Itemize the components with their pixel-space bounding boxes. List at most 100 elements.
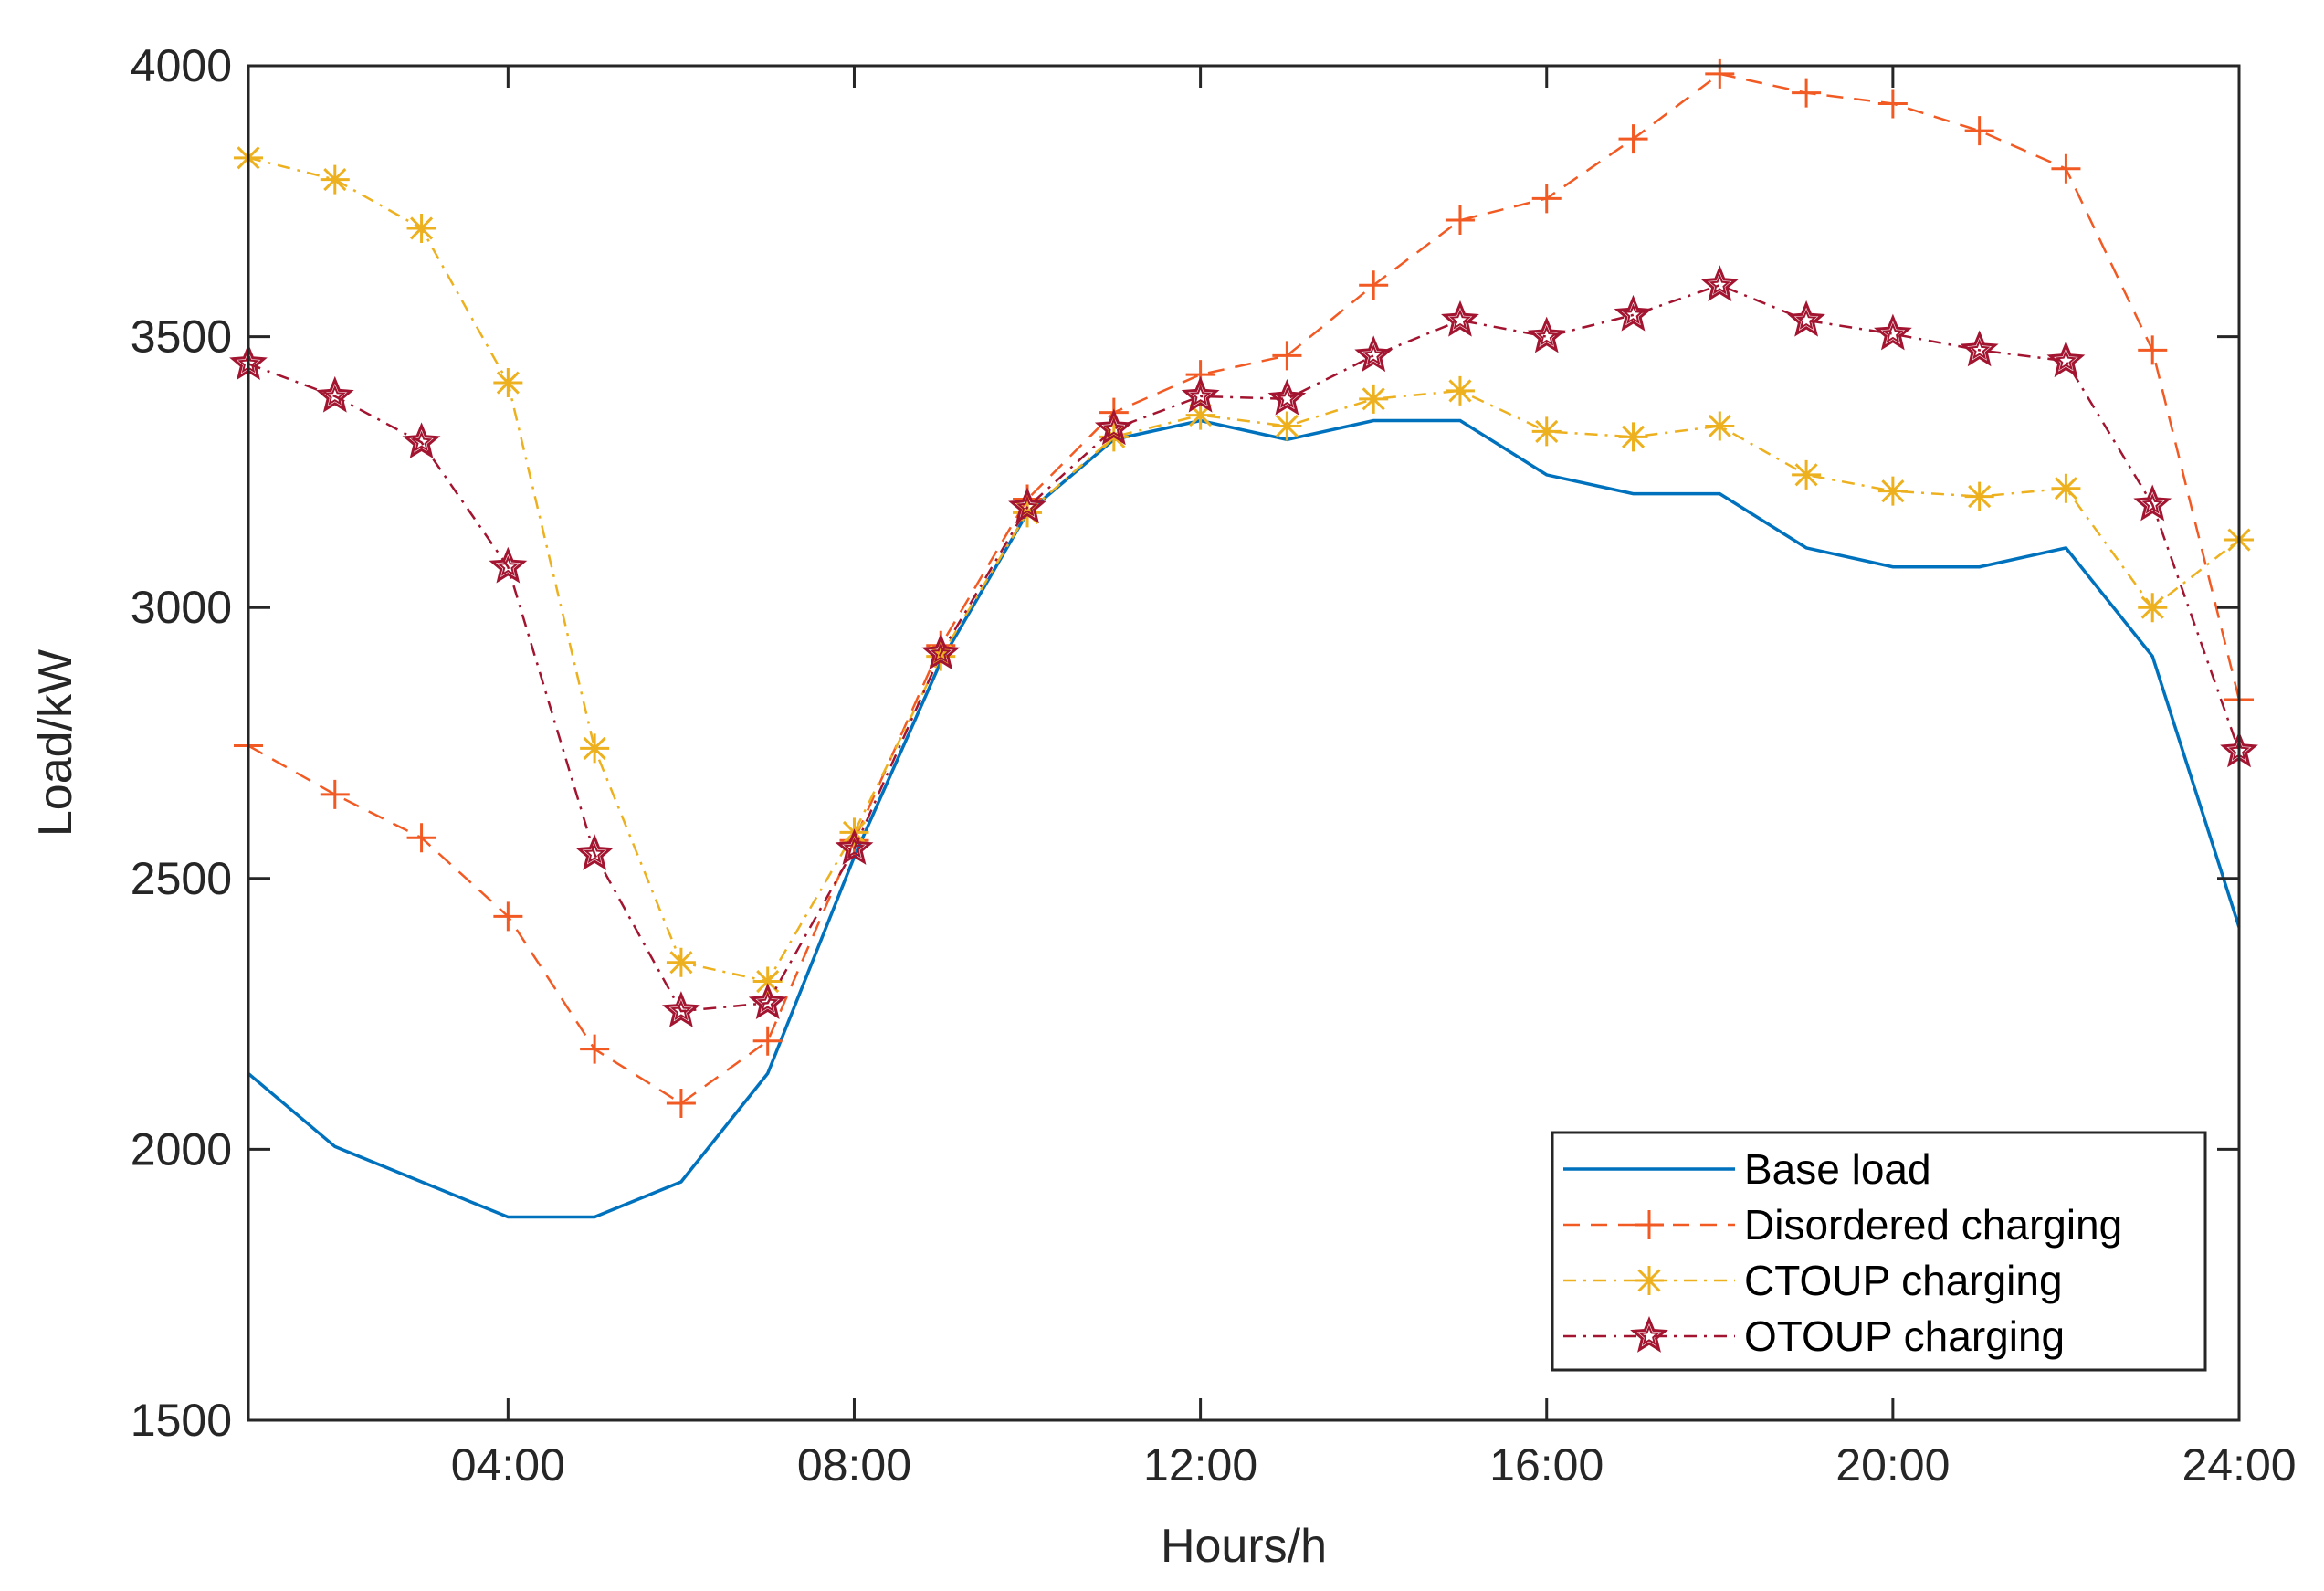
star-marker-inner [843,837,866,859]
x-tick-label: 08:00 [797,1439,911,1491]
data-point-marker [1185,360,1215,390]
data-point-marker [752,1026,783,1056]
star-marker-outer [315,375,354,413]
star-marker-outer [1614,294,1653,332]
data-point-marker [2133,484,2172,522]
data-point-marker [1792,78,1822,108]
x-tick-label: 20:00 [1835,1439,1950,1491]
data-point-marker [1272,341,1302,371]
x-tick-label: 12:00 [1143,1439,1257,1491]
plot-area-frame [247,64,2241,1422]
legend-marker [1635,1210,1664,1239]
y-tick-label: 3000 [131,582,232,633]
data-point-marker [2046,341,2086,378]
legend-label: CTOUP charging [1744,1257,2063,1304]
data-point-marker [315,375,354,413]
data-point-marker [1792,459,1822,490]
y-tick-label: 1500 [131,1395,232,1446]
series-layer [229,58,2258,1219]
star-marker-inner [1968,338,1991,360]
data-point-marker [1964,481,1994,511]
data-point-marker [1531,416,1562,447]
data-point-marker [580,1034,610,1064]
data-point-marker [1185,400,1215,430]
data-point-marker [1267,378,1307,416]
data-point-marker [1094,408,1133,446]
series-line [247,72,2241,1105]
data-point-marker [1013,498,1043,528]
star-marker-outer [1354,335,1393,373]
data-point-marker [1181,375,1220,413]
star-marker-inner [1362,343,1385,365]
data-point-marker [1960,330,1999,367]
star-marker-outer [1787,300,1825,337]
star-marker-outer [748,983,787,1020]
legend-items: Base load Disordered charging CTOUP chargi… [1563,1145,2122,1360]
x-tick-label: 24:00 [2182,1439,2296,1491]
data-point-marker [580,733,610,764]
data-point-marker [493,368,523,398]
data-point-marker [666,1088,696,1118]
star-marker-outer [575,834,614,870]
series-line [247,283,2241,1013]
legend-label: OTOUP charging [1744,1312,2065,1360]
star-marker-inner [2055,349,2077,371]
data-point-marker [493,901,523,932]
data-point-marker [835,828,874,865]
star-marker-outer [1960,330,1999,367]
star-marker-inner [1448,309,1471,330]
data-point-marker [406,823,436,853]
star-marker-inner [1709,273,1731,295]
x-axis-title: Hours/h [1161,1520,1327,1573]
star-marker-outer [1527,316,1566,353]
data-point-marker [1705,58,1735,89]
data-point-marker [666,947,696,977]
legend-entry: Base load [1563,1145,1931,1193]
y-tick-label: 2500 [131,853,232,904]
star-marker-inner [1622,303,1645,325]
star-marker-inner [1881,322,1904,343]
star-marker-inner [1016,495,1039,517]
data-point-marker [1272,411,1302,441]
data-point-marker [1874,313,1912,351]
tick-layer: 04:00 08:00 12:00 16:00 20:00 24:00 1500 2000 25… [131,40,2297,1491]
legend-label: Disordered charging [1744,1201,2122,1249]
star-marker-outer [402,422,441,458]
star-marker-inner [1276,387,1299,408]
data-point-marker [489,546,528,584]
star-marker-outer [1441,300,1479,337]
data-point-marker [1964,116,1994,146]
legend-entry: CTOUP charging [1563,1257,2063,1304]
data-point-marker [748,983,787,1020]
star-marker-outer [1267,378,1307,416]
data-point-marker [2051,473,2081,503]
star-marker-inner [1638,1324,1660,1346]
data-point-marker [1354,335,1393,373]
series-line [247,418,2241,1219]
data-point-marker [1445,375,1475,406]
star-marker-outer [1700,265,1740,302]
data-point-marker [1614,294,1653,332]
data-point-marker [921,633,961,670]
data-point-marker [1527,316,1566,353]
star-marker-inner [1795,309,1817,330]
data-point-marker [1787,300,1825,337]
data-point-marker [2051,153,2081,184]
star-marker-outer [662,991,700,1027]
star-marker-inner [497,555,520,576]
data-point-marker [320,164,350,195]
star-marker-inner [323,385,346,406]
star-marker-outer [835,828,874,865]
data-point-marker [1445,205,1475,236]
data-point-marker [1618,124,1648,154]
star-marker-inner [2141,492,2164,514]
data-point-marker [1877,476,1908,506]
data-point-marker [1877,89,1908,119]
data-point-marker [1008,487,1046,524]
star-marker-inner [930,641,952,663]
legend-label: Base load [1744,1145,1931,1193]
y-tick-label: 4000 [131,40,232,91]
data-point-marker [1705,411,1735,441]
legend-entry: OTOUP charging [1563,1312,2065,1360]
